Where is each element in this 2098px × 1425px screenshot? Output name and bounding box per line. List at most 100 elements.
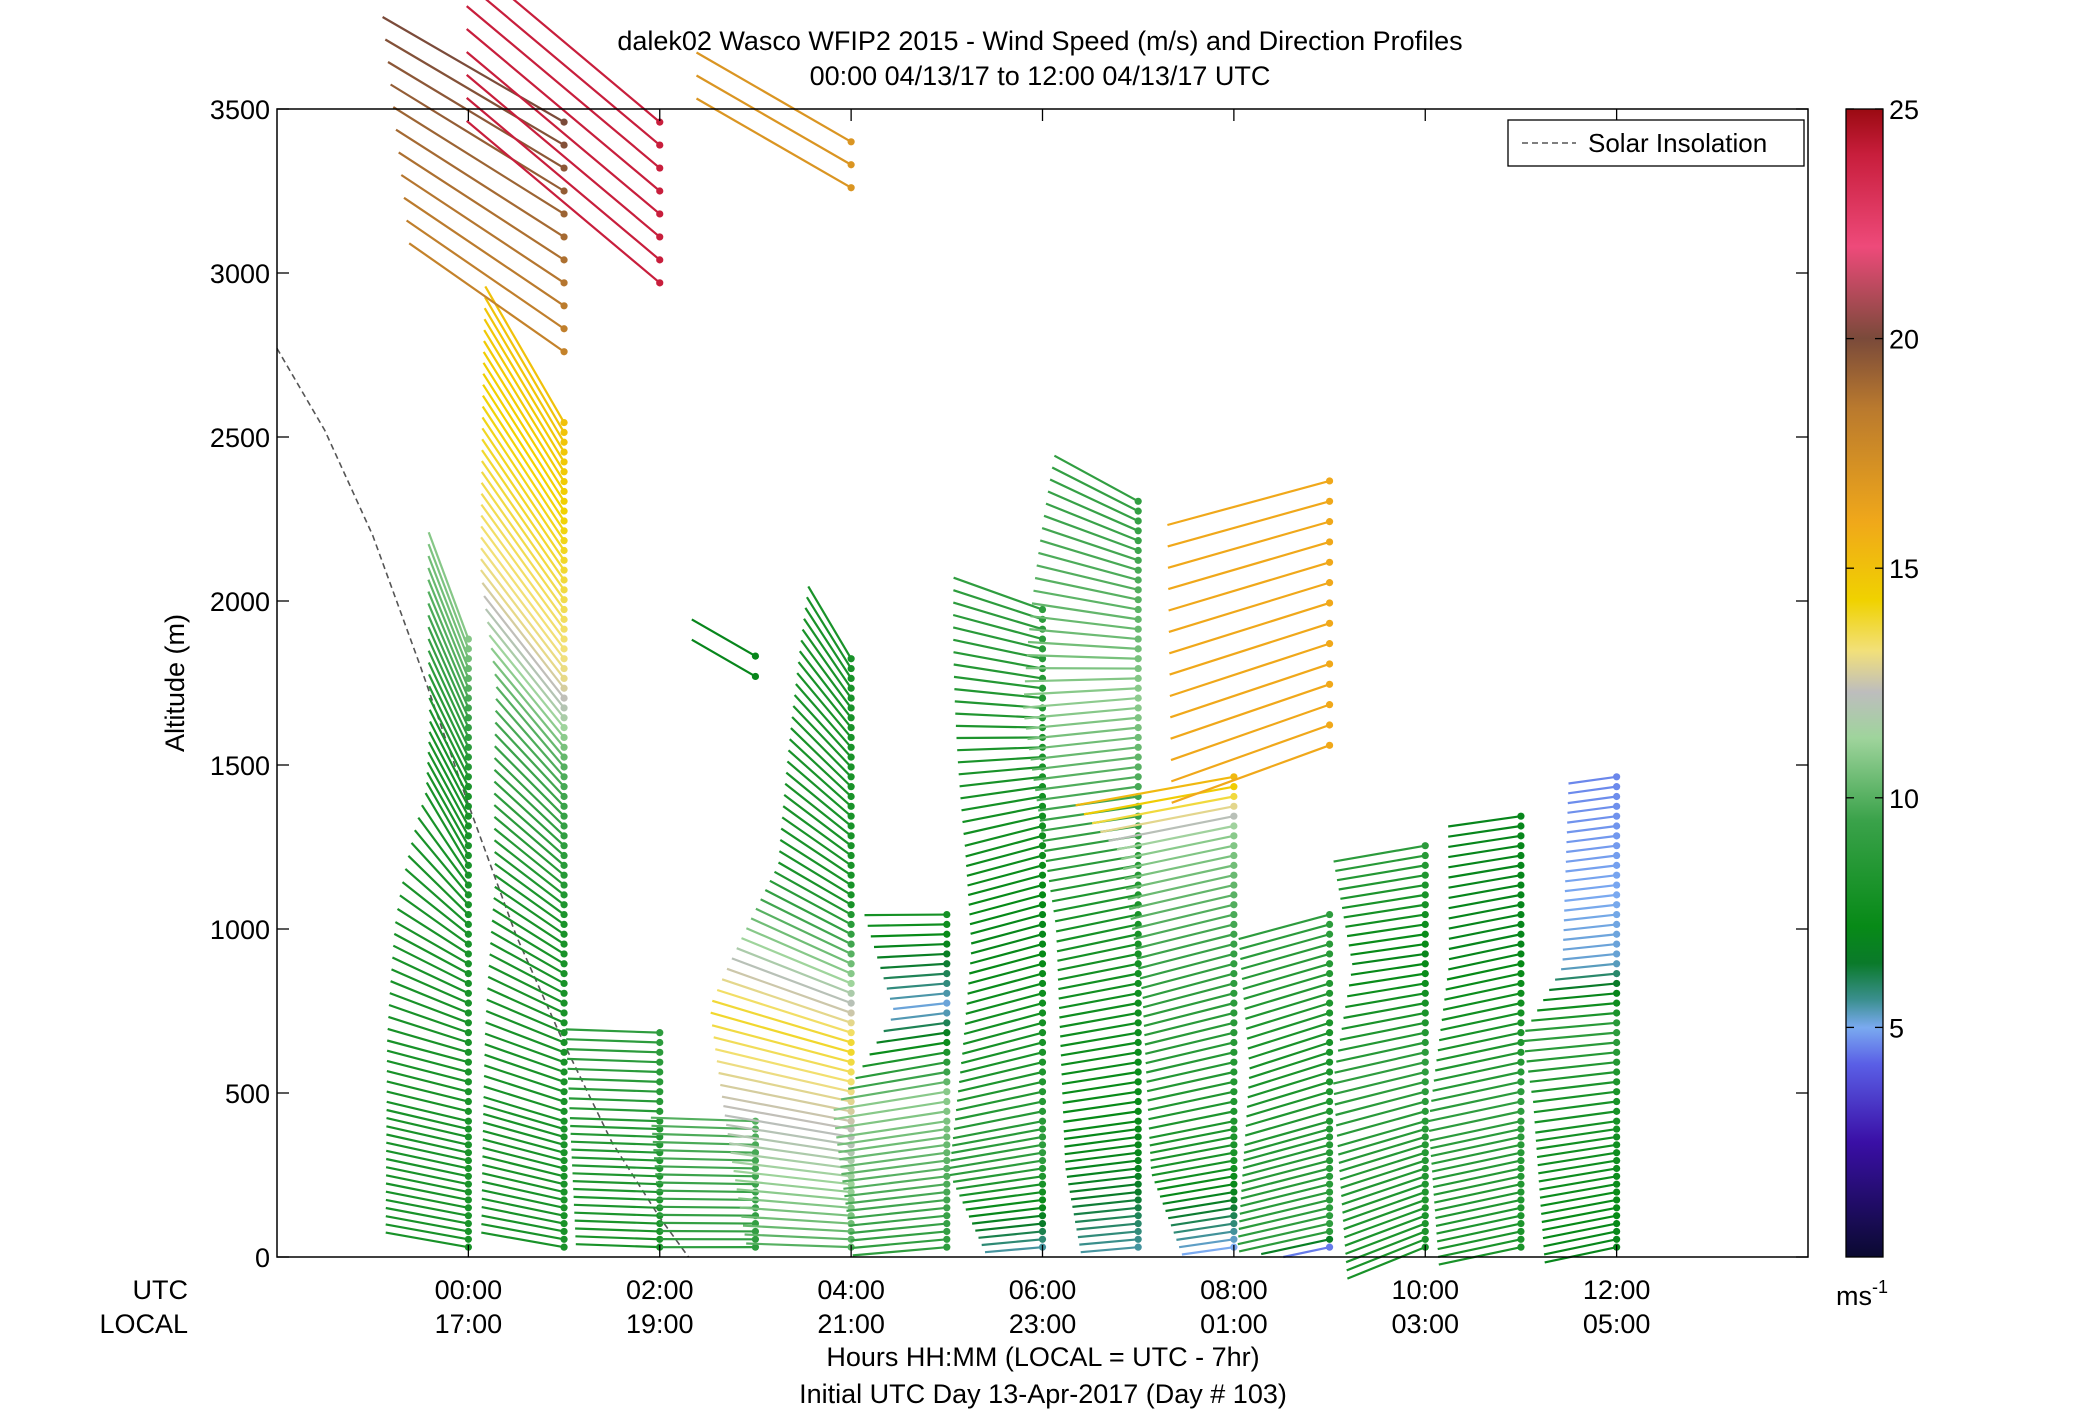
wind-barb-point [1517, 851, 1525, 860]
wind-barb [1070, 1190, 1139, 1201]
wind-barb-point [1038, 1227, 1047, 1236]
wind-barb [951, 1135, 1043, 1155]
wind-barb-point [1517, 930, 1525, 938]
wind-barb-point [1230, 1212, 1238, 1220]
wind-barb [807, 585, 853, 660]
wind-barb-point [464, 763, 472, 771]
wind-barb-point [1613, 842, 1621, 850]
wind-barb [1064, 1143, 1139, 1156]
wind-barb [492, 660, 565, 748]
wind-barb [1062, 1100, 1139, 1114]
wind-barb-point [847, 1188, 855, 1196]
wind-barb-point [464, 1219, 472, 1228]
wind-barb-point [847, 1048, 855, 1056]
wind-barb-point [943, 1149, 951, 1157]
wind-barb-point [1325, 960, 1334, 968]
wind-barb-point [1134, 1048, 1142, 1056]
wind-barb-point [1613, 1107, 1621, 1115]
wind-barb [426, 771, 470, 847]
wind-barb [1432, 1159, 1522, 1181]
wind-barb-point [1134, 1219, 1142, 1228]
wind-barb-point [1517, 1019, 1525, 1027]
wind-barb-point [1517, 920, 1525, 929]
wind-barb-point [1325, 1088, 1334, 1096]
wind-barb-point [656, 164, 664, 172]
wind-barb-point [1421, 1068, 1429, 1076]
wind-barb [1540, 1198, 1617, 1215]
wind-barb-point [847, 1097, 855, 1106]
wind-barb [427, 662, 470, 748]
wind-barb [1238, 1230, 1330, 1253]
wind-barb-point [560, 842, 568, 850]
wind-barb-point [1325, 910, 1334, 919]
wind-barb-point [1613, 812, 1621, 820]
wind-barb-point [1038, 1068, 1047, 1076]
wind-barb-point [847, 871, 855, 879]
wind-barb-point [1230, 1058, 1238, 1066]
wind-barb-point [560, 418, 568, 427]
wind-barb [569, 1117, 660, 1123]
wind-barb-point [943, 1219, 951, 1228]
wind-barb [1342, 1183, 1426, 1214]
wind-barb-point [560, 596, 568, 604]
wind-barb [1434, 1183, 1522, 1204]
wind-barb [960, 1041, 1043, 1065]
wind-barb-point [1134, 940, 1142, 948]
wind-barb-point [1134, 556, 1142, 564]
wind-barb-point [560, 1212, 568, 1220]
wind-barb-point [1038, 901, 1047, 909]
wind-barb-point [1613, 920, 1621, 929]
wind-barb-point [1038, 812, 1047, 820]
wind-barb [710, 1011, 852, 1054]
wind-barb [575, 1235, 660, 1241]
x-axis-label: Hours HH:MM (LOCAL = UTC - 7hr) [826, 1342, 1259, 1372]
wind-barb-point [1038, 645, 1047, 653]
wind-barb [1339, 1151, 1426, 1181]
wind-barb-point [1038, 930, 1047, 938]
wind-barb [965, 834, 1043, 858]
wind-barb-point [1230, 1029, 1238, 1037]
wind-barb-point [656, 1125, 664, 1133]
wind-barb-point [1517, 1235, 1525, 1243]
wind-barb [1057, 962, 1139, 981]
wind-barb-point [464, 1149, 472, 1157]
wind-barb-point [847, 1058, 855, 1066]
wind-barb [1244, 1110, 1330, 1137]
wind-barb [385, 1174, 469, 1194]
wind-barb [1170, 1214, 1235, 1227]
wind-barb-point [1134, 655, 1142, 663]
wind-barb [964, 1002, 1043, 1025]
wind-barb [1053, 893, 1139, 913]
wind-barb [481, 438, 565, 561]
wind-barb [876, 1031, 947, 1044]
wind-barb-point [1421, 1133, 1429, 1141]
wind-barb [1344, 1214, 1426, 1247]
wind-barb [840, 1080, 947, 1101]
wind-barb [790, 727, 852, 788]
wind-barb [962, 805, 1043, 824]
wind-barb [1428, 1110, 1522, 1132]
wind-barb-point [943, 920, 951, 929]
wind-barb-point [943, 989, 951, 997]
wind-barb-point [464, 733, 472, 742]
wind-barb [1343, 1206, 1426, 1239]
wind-barb [1531, 1080, 1617, 1093]
wind-barb-point [1134, 950, 1142, 958]
wind-barb-point [847, 674, 855, 683]
wind-barb-point [1613, 861, 1621, 869]
wind-barb-point [1421, 1172, 1429, 1180]
wind-barb-point [1613, 783, 1621, 791]
wind-barb-point [1613, 822, 1621, 830]
wind-barb-point [1230, 1156, 1238, 1165]
wind-barb-point [1613, 773, 1621, 781]
solar-insolation-curve [276, 347, 690, 1258]
wind-barb-point [847, 138, 855, 146]
wind-barb-point [464, 842, 472, 850]
wind-barb [1057, 952, 1139, 972]
wind-barb [1060, 1031, 1139, 1048]
wind-barb-point [1134, 605, 1142, 614]
wind-barb-point [1517, 1058, 1525, 1066]
wind-barb-point [1613, 1156, 1621, 1165]
wind-barb [844, 1183, 947, 1198]
wind-barb-point [1038, 960, 1047, 968]
